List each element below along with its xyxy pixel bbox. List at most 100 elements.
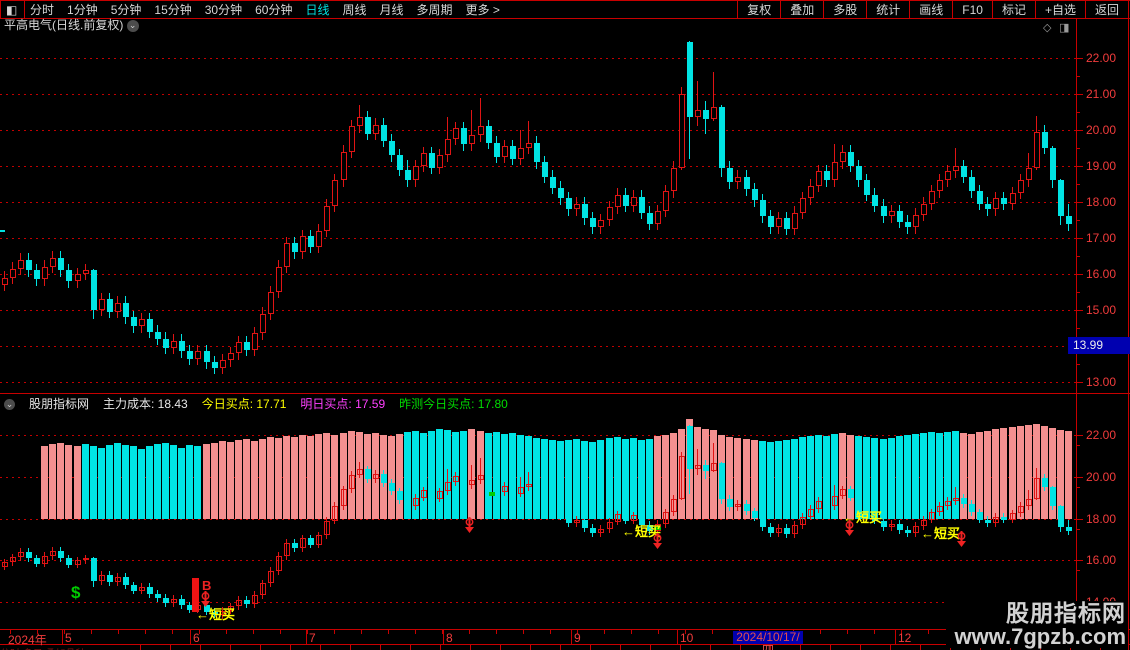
candle bbox=[107, 299, 113, 312]
candle-wick bbox=[302, 534, 303, 552]
candle bbox=[1042, 131, 1048, 148]
cost-bar bbox=[194, 446, 201, 519]
short-buy-label: ←短买 bbox=[622, 524, 662, 539]
watermark-url: www.7gpzb.com bbox=[954, 623, 1126, 649]
cost-bar bbox=[992, 429, 999, 519]
candle bbox=[42, 266, 48, 280]
candle-wick bbox=[318, 531, 319, 549]
candle-wick bbox=[238, 596, 239, 611]
menu-item-1分钟[interactable]: 1分钟 bbox=[67, 3, 98, 17]
candle-wick bbox=[955, 148, 956, 178]
cost-bar bbox=[880, 439, 887, 519]
date-minor-tick bbox=[658, 630, 659, 634]
cost-bar bbox=[267, 437, 274, 519]
cost-bar bbox=[235, 440, 242, 519]
menu-item-更多 >[interactable]: 更多 > bbox=[465, 3, 500, 17]
candle-wick bbox=[351, 470, 352, 494]
candle bbox=[50, 550, 56, 557]
cost-bar bbox=[146, 446, 153, 519]
buy-dollar-signal: $ bbox=[71, 583, 81, 602]
cost-bar bbox=[581, 441, 588, 519]
candle bbox=[566, 198, 572, 210]
menu-item-叠加[interactable]: 叠加 bbox=[780, 1, 823, 19]
candle bbox=[341, 489, 347, 507]
candle bbox=[840, 489, 846, 496]
price-minor-tick bbox=[1076, 148, 1080, 149]
cost-bar bbox=[41, 446, 48, 519]
candle bbox=[115, 302, 121, 312]
window-split-icon[interactable]: ◧ bbox=[6, 3, 18, 17]
candle bbox=[252, 594, 258, 605]
price-label: 15.00 bbox=[1086, 303, 1117, 317]
cost-bar bbox=[726, 437, 733, 519]
candle bbox=[284, 243, 290, 267]
cost-bar bbox=[98, 448, 105, 519]
menu-item-复权[interactable]: 复权 bbox=[737, 1, 780, 19]
price-minor-tick bbox=[1076, 76, 1080, 77]
menu-item-F10[interactable]: F10 bbox=[952, 1, 992, 19]
candle bbox=[824, 500, 830, 507]
date-minor-tick bbox=[604, 630, 605, 634]
candle-wick bbox=[802, 512, 803, 529]
candle bbox=[478, 474, 484, 480]
price-label: 19.00 bbox=[1086, 159, 1117, 173]
cost-bar bbox=[65, 445, 72, 519]
candle bbox=[647, 212, 653, 224]
candle-wick bbox=[609, 517, 610, 533]
candle bbox=[357, 117, 363, 127]
menu-item-周线[interactable]: 周线 bbox=[342, 3, 367, 17]
candle bbox=[83, 270, 89, 274]
candle bbox=[703, 465, 709, 471]
candle bbox=[437, 155, 443, 168]
candle bbox=[91, 270, 97, 310]
month-label: 6 bbox=[193, 631, 200, 645]
candle-wick bbox=[101, 571, 102, 586]
candle bbox=[639, 196, 645, 213]
candle-wick bbox=[471, 465, 472, 489]
cursor-date-box: 2024/10/17/四 bbox=[733, 631, 803, 650]
candle bbox=[703, 110, 709, 120]
date-axis-line bbox=[0, 644, 1130, 645]
menu-item-标记[interactable]: 标记 bbox=[991, 1, 1035, 19]
split-square-icon[interactable]: ◨ bbox=[1059, 22, 1070, 34]
date-minor-tick bbox=[469, 630, 470, 634]
gridline bbox=[0, 130, 1076, 131]
menu-item-月线[interactable]: 月线 bbox=[379, 3, 404, 17]
menu-item-5分钟[interactable]: 5分钟 bbox=[110, 3, 142, 17]
price-tick bbox=[1076, 202, 1083, 203]
month-tick bbox=[306, 629, 307, 644]
candle bbox=[220, 610, 226, 615]
candle bbox=[929, 191, 935, 204]
menu-item-+自选[interactable]: +自选 bbox=[1034, 1, 1085, 19]
candle-wick bbox=[520, 130, 521, 166]
price-tick bbox=[1076, 130, 1083, 131]
gridline bbox=[0, 346, 1076, 347]
diamond-icon[interactable]: ◇ bbox=[1043, 22, 1052, 34]
menu-item-多周期[interactable]: 多周期 bbox=[416, 3, 453, 17]
candle bbox=[647, 524, 653, 532]
chevron-down-icon[interactable]: ⌄ bbox=[126, 19, 139, 32]
candle bbox=[993, 198, 999, 210]
menu-item-60分钟[interactable]: 60分钟 bbox=[255, 3, 293, 17]
menu-item-15分钟[interactable]: 15分钟 bbox=[154, 3, 192, 17]
month-label: 10 bbox=[680, 631, 694, 645]
menu-item-统计[interactable]: 统计 bbox=[866, 1, 909, 19]
menu-item-分时[interactable]: 分时 bbox=[30, 3, 55, 17]
candle bbox=[1001, 516, 1007, 520]
candle-wick bbox=[939, 502, 940, 517]
clipped-tick bbox=[170, 645, 171, 650]
candle bbox=[58, 550, 64, 559]
candle bbox=[768, 216, 774, 228]
menu-item-画线[interactable]: 画线 bbox=[909, 1, 952, 19]
chevron-down-icon[interactable]: ⌄ bbox=[4, 398, 15, 410]
candle-wick bbox=[713, 72, 714, 121]
menu-item-多股[interactable]: 多股 bbox=[823, 1, 866, 19]
clipped-tick bbox=[650, 645, 651, 650]
menu-item-30分钟[interactable]: 30分钟 bbox=[204, 3, 243, 17]
candle bbox=[808, 185, 814, 199]
menu-item-日线[interactable]: 日线 bbox=[305, 3, 330, 17]
candle bbox=[2, 277, 8, 285]
menu-item-返回[interactable]: 返回 bbox=[1084, 1, 1128, 19]
candle bbox=[856, 497, 862, 507]
